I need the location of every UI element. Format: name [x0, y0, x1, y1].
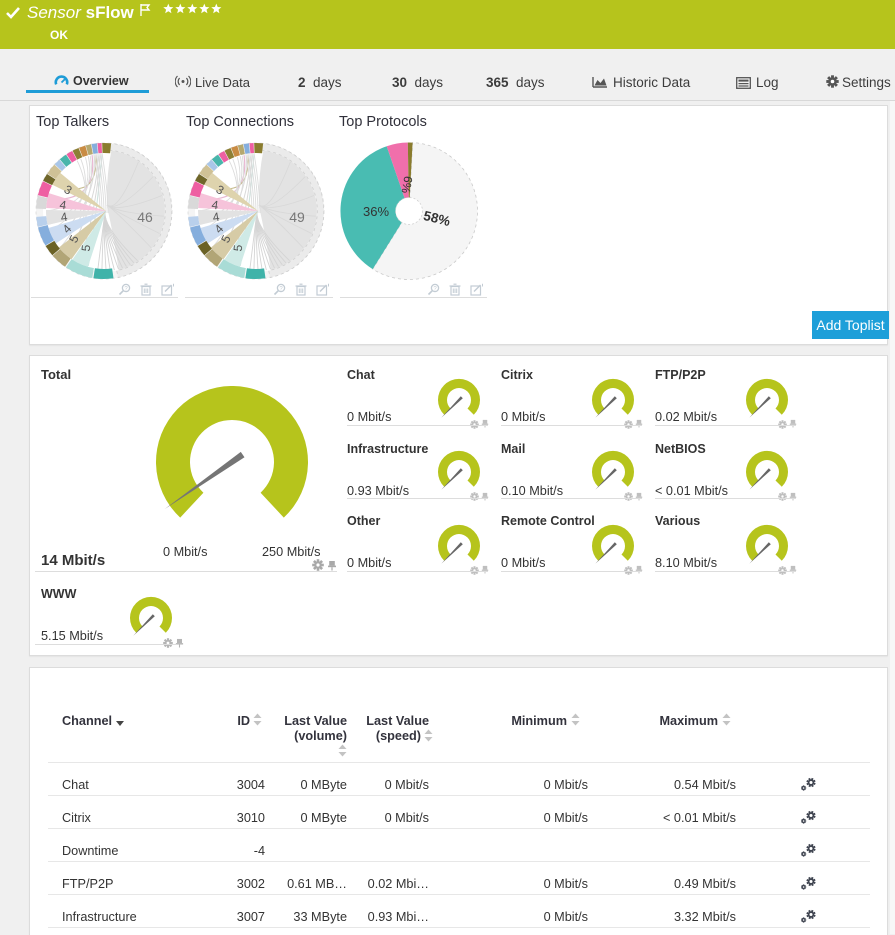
svg-text:5: 5: [231, 244, 246, 252]
svg-text:49: 49: [289, 209, 305, 225]
svg-text:?: ?: [279, 286, 283, 292]
svg-text:46: 46: [137, 209, 153, 225]
svg-text:6%: 6%: [398, 175, 415, 195]
svg-text:4: 4: [60, 210, 69, 225]
svg-text:36%: 36%: [363, 204, 389, 219]
svg-text:5: 5: [79, 244, 94, 252]
svg-text:58%: 58%: [422, 208, 452, 229]
svg-text:4: 4: [59, 198, 68, 213]
svg-text:?: ?: [124, 286, 128, 292]
svg-text:4: 4: [211, 198, 220, 213]
svg-text:?: ?: [433, 286, 437, 292]
svg-text:4: 4: [212, 210, 221, 225]
